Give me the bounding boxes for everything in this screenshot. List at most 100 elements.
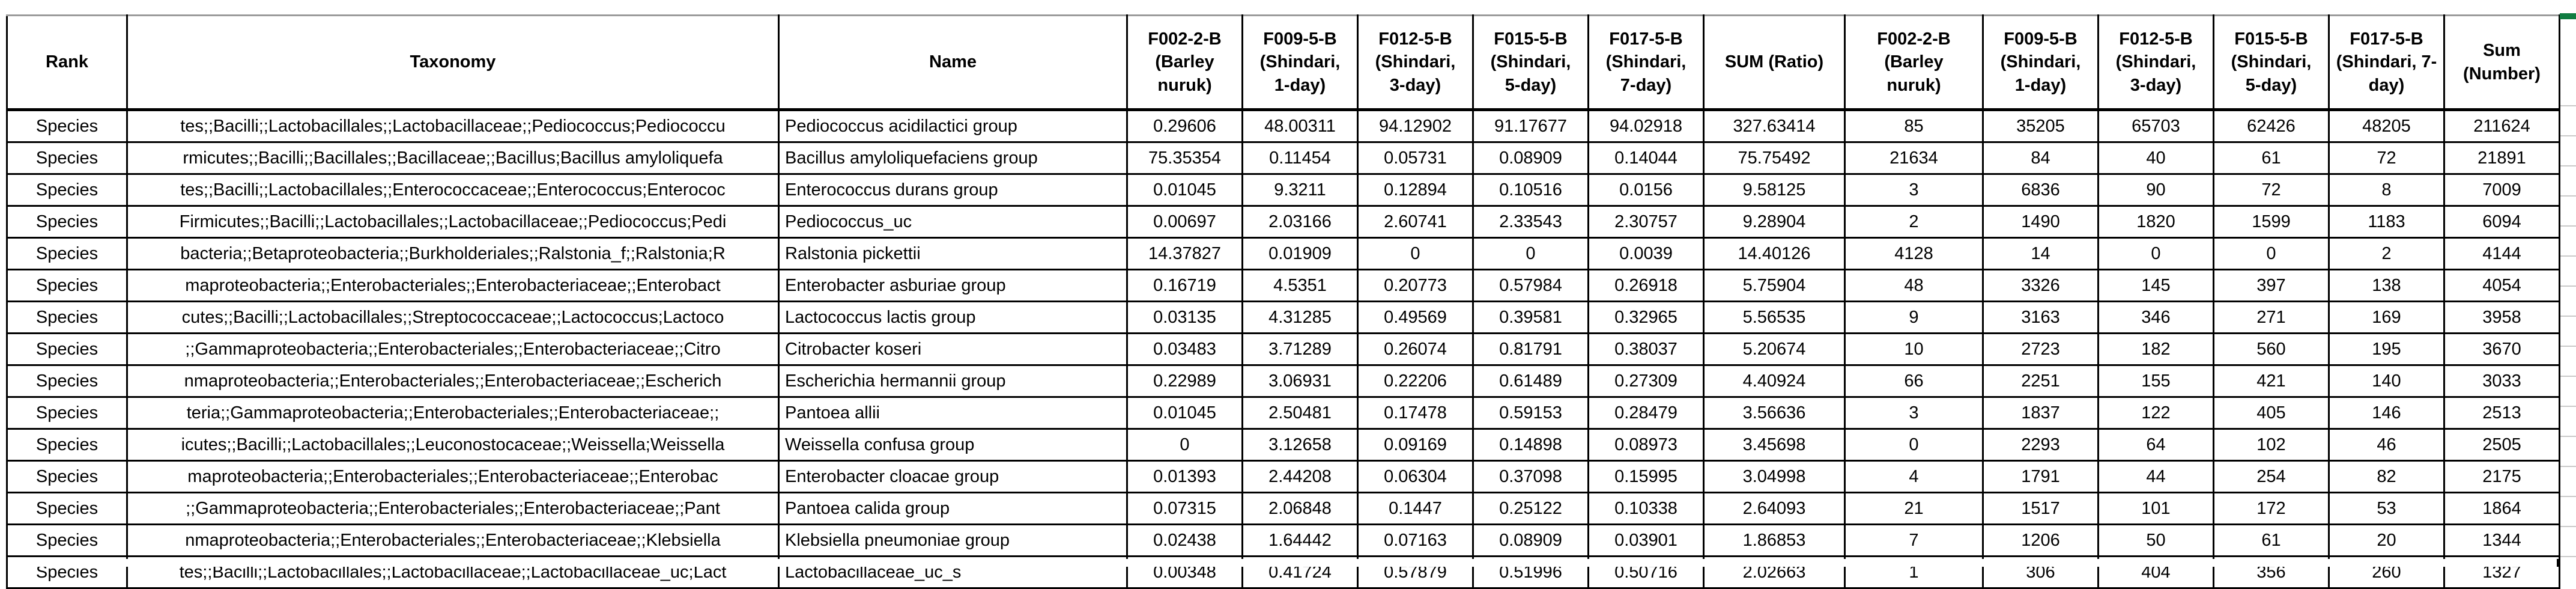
taxonomy-cell[interactable]: nmaproteobacteria;;Enterobacteriales;;En… [126,364,780,398]
count-f009-cell[interactable]: 1517 [1982,492,2099,525]
count-f017-cell[interactable]: 48205 [2328,109,2445,143]
ratio-f002-cell[interactable]: 0.01393 [1126,460,1243,493]
ratio-f015-cell[interactable]: 0.25122 [1472,492,1589,525]
taxonomy-cell[interactable]: ;;Gammaproteobacteria;;Enterobacteriales… [126,492,780,525]
count-f015-cell[interactable]: 421 [2213,364,2330,398]
ratio-f009-cell[interactable]: 1.64442 [1241,523,1359,557]
header-ratio-f015[interactable]: F015-5-B (Shindari, 5-day) [1472,14,1589,111]
name-cell[interactable]: Pediococcus acidilactici group [778,109,1128,143]
count-sum-cell[interactable]: 3958 [2443,301,2560,334]
taxonomy-cell[interactable]: icutes;;Bacilli;;Lactobacillales;;Leucon… [126,428,780,462]
ratio-f015-cell[interactable]: 0.14898 [1472,428,1589,462]
ratio-f009-cell[interactable]: 3.71289 [1241,332,1359,366]
header-taxonomy[interactable]: Taxonomy [126,14,780,111]
ratio-f012-cell[interactable]: 0.26074 [1357,332,1474,366]
rank-cell[interactable]: Species [6,428,128,462]
taxonomy-cell[interactable]: cutes;;Bacilli;;Lactobacillales;;Strepto… [126,301,780,334]
name-cell[interactable]: Weissella confusa group [778,428,1128,462]
name-cell[interactable]: Pantoea allii [778,396,1128,430]
ratio-f017-cell[interactable]: 0.27309 [1587,364,1705,398]
ratio-f015-cell[interactable]: 0.39581 [1472,301,1589,334]
count-f009-cell[interactable]: 1490 [1982,205,2099,239]
count-f009-cell[interactable]: 3326 [1982,269,2099,302]
ratio-f012-cell[interactable]: 0.20773 [1357,269,1474,302]
count-f009-cell[interactable]: 6836 [1982,173,2099,207]
count-f012-cell[interactable]: 44 [2097,460,2214,493]
taxonomy-cell[interactable]: tes;;Bacilli;;Lactobacillales;;Lactobaci… [126,109,780,143]
ratio-f009-cell[interactable]: 2.06848 [1241,492,1359,525]
ratio-f017-cell[interactable]: 0.03901 [1587,523,1705,557]
ratio-f012-cell[interactable]: 0.12894 [1357,173,1474,207]
ratio-f002-cell[interactable]: 0.22989 [1126,364,1243,398]
count-f009-cell[interactable]: 84 [1982,141,2099,175]
adjacent-column-header-area[interactable] [2560,14,2576,106]
count-sum-cell[interactable]: 2513 [2443,396,2560,430]
rank-cell[interactable]: Species [6,269,128,302]
count-f002-cell[interactable]: 4 [1844,460,1984,493]
count-f012-cell[interactable]: 101 [2097,492,2214,525]
count-f012-cell[interactable]: 155 [2097,364,2214,398]
rank-cell[interactable]: Species [6,237,128,270]
rank-cell[interactable]: Species [6,364,128,398]
ratio-f002-cell[interactable]: 75.35354 [1126,141,1243,175]
count-f009-cell[interactable]: 2293 [1982,428,2099,462]
count-f002-cell[interactable]: 4128 [1844,237,1984,270]
taxonomy-cell[interactable]: rmicutes;;Bacilli;;Bacillales;;Bacillace… [126,141,780,175]
ratio-sum-cell[interactable]: 5.75904 [1703,269,1846,302]
count-f002-cell[interactable]: 9 [1844,301,1984,334]
ratio-f009-cell[interactable]: 3.12658 [1241,428,1359,462]
count-f017-cell[interactable]: 53 [2328,492,2445,525]
ratio-f017-cell[interactable]: 0.32965 [1587,301,1705,334]
ratio-f009-cell[interactable]: 0.01909 [1241,237,1359,270]
name-cell[interactable]: Enterococcus durans group [778,173,1128,207]
taxonomy-cell[interactable]: nmaproteobacteria;;Enterobacteriales;;En… [126,523,780,557]
ratio-f012-cell[interactable]: 0.17478 [1357,396,1474,430]
count-f002-cell[interactable]: 0 [1844,428,1984,462]
count-f015-cell[interactable]: 1599 [2213,205,2330,239]
count-f002-cell[interactable]: 21634 [1844,141,1984,175]
header-count-f012[interactable]: F012-5-B (Shindari, 3-day) [2097,14,2214,111]
count-f015-cell[interactable]: 405 [2213,396,2330,430]
count-f012-cell[interactable]: 0 [2097,237,2214,270]
count-f002-cell[interactable]: 10 [1844,332,1984,366]
count-f002-cell[interactable]: 2 [1844,205,1984,239]
count-f015-cell[interactable]: 72 [2213,173,2330,207]
count-f012-cell[interactable]: 50 [2097,523,2214,557]
ratio-f015-cell[interactable]: 91.17677 [1472,109,1589,143]
rank-cell[interactable]: Species [6,396,128,430]
ratio-f015-cell[interactable]: 0 [1472,237,1589,270]
count-f017-cell[interactable]: 82 [2328,460,2445,493]
header-ratio-f012[interactable]: F012-5-B (Shindari, 3-day) [1357,14,1474,111]
count-f009-cell[interactable]: 1206 [1982,523,2099,557]
ratio-sum-cell[interactable]: 2.64093 [1703,492,1846,525]
taxonomy-cell[interactable]: teria;;Gammaproteobacteria;;Enterobacter… [126,396,780,430]
count-f002-cell[interactable]: 21 [1844,492,1984,525]
ratio-sum-cell[interactable]: 9.28904 [1703,205,1846,239]
count-f015-cell[interactable]: 397 [2213,269,2330,302]
count-f017-cell[interactable]: 195 [2328,332,2445,366]
count-f002-cell[interactable]: 3 [1844,396,1984,430]
count-f012-cell[interactable]: 346 [2097,301,2214,334]
name-cell[interactable]: Escherichia hermannii group [778,364,1128,398]
count-sum-cell[interactable]: 4054 [2443,269,2560,302]
ratio-f009-cell[interactable]: 48.00311 [1241,109,1359,143]
header-ratio-f002[interactable]: F002-2-B (Barley nuruk) [1126,14,1243,111]
header-ratio-sum[interactable]: SUM (Ratio) [1703,14,1846,111]
count-sum-cell[interactable]: 3033 [2443,364,2560,398]
ratio-f009-cell[interactable]: 2.44208 [1241,460,1359,493]
count-f017-cell[interactable]: 72 [2328,141,2445,175]
count-f017-cell[interactable]: 8 [2328,173,2445,207]
count-f012-cell[interactable]: 40 [2097,141,2214,175]
count-f012-cell[interactable]: 122 [2097,396,2214,430]
ratio-f017-cell[interactable]: 0.10338 [1587,492,1705,525]
ratio-f002-cell[interactable]: 0.16719 [1126,269,1243,302]
rank-cell[interactable]: Species [6,109,128,143]
count-f012-cell[interactable]: 65703 [2097,109,2214,143]
ratio-f017-cell[interactable]: 0.14044 [1587,141,1705,175]
ratio-sum-cell[interactable]: 9.58125 [1703,173,1846,207]
taxonomy-cell[interactable]: ;;Gammaproteobacteria;;Enterobacteriales… [126,332,780,366]
ratio-f017-cell[interactable]: 0.28479 [1587,396,1705,430]
count-f015-cell[interactable]: 0 [2213,237,2330,270]
ratio-f017-cell[interactable]: 0.0156 [1587,173,1705,207]
ratio-f012-cell[interactable]: 0.06304 [1357,460,1474,493]
